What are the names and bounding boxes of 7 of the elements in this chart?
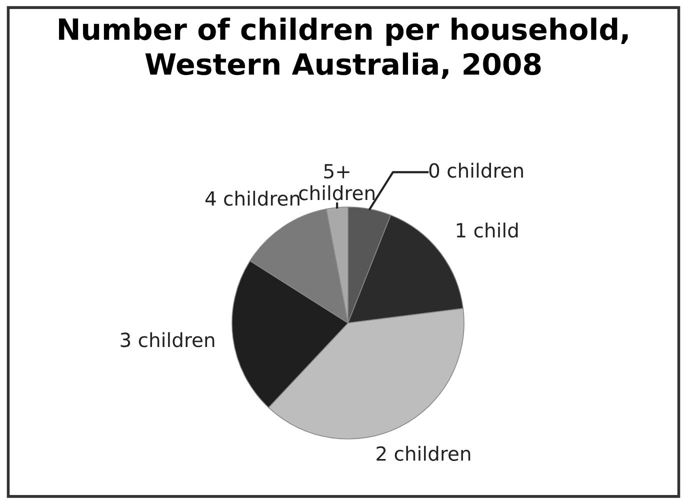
slice-label: 5+ children: [299, 164, 374, 200]
slice-label: 3 children: [120, 332, 214, 348]
slice-label: 0 children: [429, 162, 523, 178]
slice-label: 4 children: [205, 190, 300, 206]
chart-title: Number of children per household, Western Australia, 2008: [59, 18, 628, 79]
slice-label: 1 child: [456, 222, 518, 238]
slice-label: 2 children: [376, 446, 470, 461]
